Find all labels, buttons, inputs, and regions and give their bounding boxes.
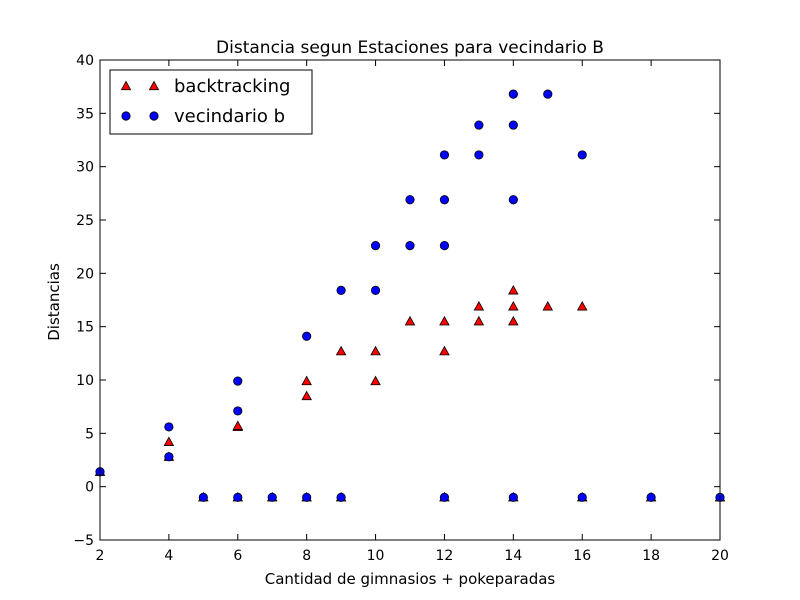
data-point-vecindario-b (439, 150, 450, 160)
data-point-backtracking (473, 300, 485, 311)
x-tick-label: 20 (711, 548, 729, 564)
data-point-vecindario-b (198, 492, 208, 502)
data-point-vecindario-b (508, 492, 518, 502)
data-point-backtracking (508, 300, 519, 311)
x-tick-label: 18 (642, 548, 660, 564)
data-point-backtracking (508, 284, 519, 295)
legend-box (109, 69, 313, 135)
legend-marker (121, 111, 131, 121)
x-tick-label: 2 (96, 548, 105, 564)
data-points (94, 89, 726, 502)
legend-label-backtracking: backtracking (174, 76, 290, 97)
data-point-vecindario-b (439, 195, 450, 205)
data-point-vecindario-b (302, 492, 312, 502)
data-point-vecindario-b (439, 241, 450, 251)
data-point-vecindario-b (164, 452, 174, 462)
legend: backtracking vecindario b (109, 69, 313, 135)
data-point-vecindario-b (336, 492, 346, 502)
data-point-backtracking (335, 345, 347, 356)
data-point-vecindario-b (267, 492, 277, 502)
data-point-backtracking (232, 420, 244, 430)
axis-ticks: 2 4 6 8 10 12 14 16 18 20 −5 0 5 10 15 20 25 30 35 40 (73, 53, 729, 564)
data-point-vecindario-b (474, 150, 484, 160)
data-point-vecindario-b (405, 195, 415, 205)
series-vecindario-b (95, 89, 725, 502)
data-point-vecindario-b (543, 89, 553, 99)
data-point-vecindario-b (474, 120, 484, 130)
y-tick-label: 30 (76, 160, 94, 176)
data-point-vecindario-b (233, 492, 243, 502)
y-tick-label: 10 (76, 373, 94, 389)
data-point-vecindario-b (439, 492, 450, 502)
y-tick-label: 35 (76, 106, 94, 122)
data-point-backtracking (301, 390, 312, 401)
data-point-vecindario-b (577, 492, 587, 502)
y-tick-label: 40 (76, 53, 94, 69)
legend-marker-vecindario-b (121, 111, 159, 121)
data-point-backtracking (439, 345, 450, 356)
data-point-vecindario-b (405, 241, 415, 251)
y-tick-label: −5 (73, 533, 94, 549)
x-tick-label: 10 (367, 548, 385, 564)
data-point-vecindario-b (233, 376, 243, 386)
data-point-vecindario-b (508, 89, 518, 99)
legend-marker (148, 80, 160, 91)
data-point-backtracking (508, 315, 519, 326)
data-point-backtracking (370, 345, 381, 356)
legend-marker (120, 80, 132, 91)
data-point-vecindario-b (302, 331, 312, 341)
data-point-vecindario-b (646, 492, 656, 502)
x-tick-label: 8 (302, 548, 311, 564)
data-point-backtracking (576, 300, 588, 311)
data-point-backtracking (301, 375, 312, 386)
y-tick-label: 5 (85, 426, 94, 442)
data-point-vecindario-b (336, 285, 346, 295)
data-point-backtracking (370, 375, 381, 386)
data-point-backtracking (542, 300, 554, 311)
x-axis-label: Cantidad de gimnasios + pokeparadas (265, 570, 556, 588)
y-tick-label: 20 (76, 266, 94, 282)
data-point-vecindario-b (370, 241, 381, 251)
chart-title: Distancia segun Estaciones para vecindar… (216, 38, 604, 58)
data-point-backtracking (439, 315, 450, 326)
x-tick-label: 16 (573, 548, 591, 564)
legend-label-vecindario-b: vecindario b (174, 106, 285, 127)
data-point-backtracking (473, 315, 485, 326)
y-tick-label: 25 (76, 213, 94, 229)
data-point-vecindario-b (233, 406, 243, 416)
data-point-vecindario-b (508, 120, 518, 130)
y-tick-label: 0 (85, 480, 94, 496)
legend-marker (149, 111, 159, 121)
data-point-vecindario-b (164, 422, 174, 432)
plot-frame (99, 59, 721, 541)
data-point-vecindario-b (577, 150, 587, 160)
x-tick-label: 6 (233, 548, 242, 564)
data-point-vecindario-b (508, 195, 518, 205)
x-tick-label: 4 (164, 548, 173, 564)
legend-marker-backtracking (120, 80, 160, 91)
x-tick-label: 14 (504, 548, 522, 564)
data-point-backtracking (163, 436, 175, 446)
data-point-vecindario-b (370, 285, 381, 295)
x-tick-label: 12 (436, 548, 454, 564)
y-tick-label: 15 (76, 320, 94, 336)
series-backtracking (94, 284, 726, 502)
y-axis-label: Distancias (45, 263, 63, 341)
data-point-backtracking (404, 315, 416, 326)
